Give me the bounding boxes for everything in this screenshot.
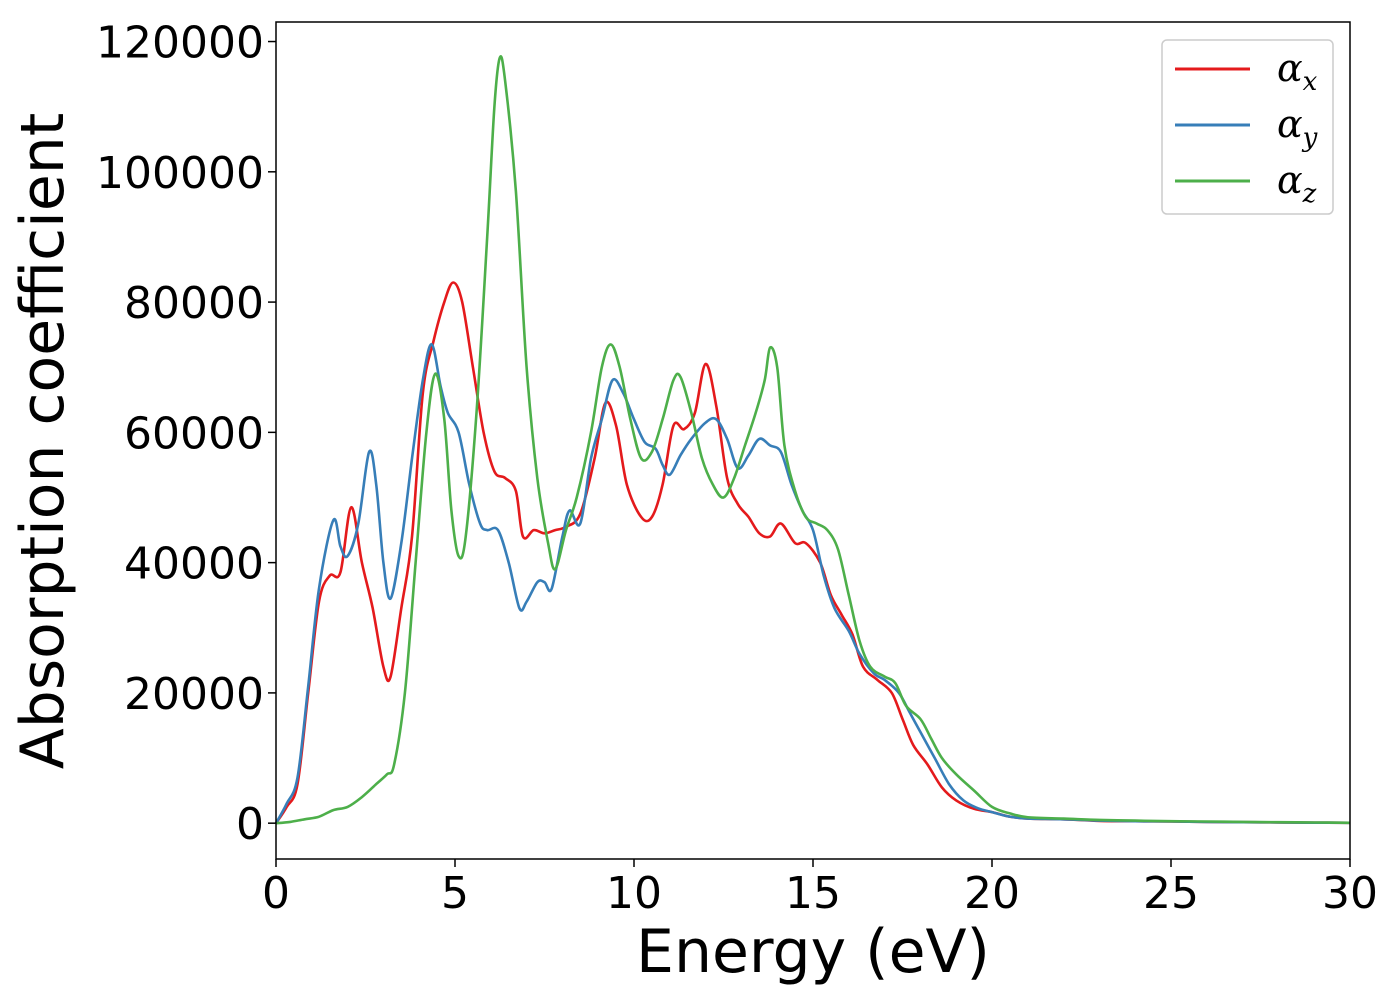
series-line-alpha-x (274, 281, 1351, 825)
x-tick-label: 25 (1143, 868, 1199, 919)
x-tick-label: 15 (785, 868, 841, 919)
legend-box (1161, 39, 1334, 215)
x-tick-label: 10 (606, 868, 662, 919)
x-axis-title: Energy (eV) (636, 917, 990, 987)
y-axis-title: Absorption coefficient (8, 113, 78, 770)
y-tick-label: 40000 (124, 539, 264, 590)
y-tick-label: 80000 (124, 278, 264, 329)
x-tick-label: 20 (964, 868, 1020, 919)
series-line-alpha-z (275, 55, 1351, 825)
x-axis: 0 5 10 15 20 25 30 (262, 859, 1378, 919)
x-tick-label: 5 (441, 868, 469, 919)
y-tick-label: 120000 (96, 18, 264, 69)
y-tick-label: 20000 (124, 669, 264, 720)
y-tick-label: 0 (236, 799, 264, 850)
x-tick-label: 0 (262, 868, 290, 919)
y-axis: 0 20000 40000 60000 80000 100000 120000 (96, 18, 276, 850)
series-line-alpha-y (274, 343, 1351, 825)
x-tick-label: 30 (1322, 868, 1378, 919)
series-lines (274, 55, 1351, 825)
y-tick-label: 60000 (124, 408, 264, 459)
y-tick-label: 100000 (96, 148, 264, 199)
